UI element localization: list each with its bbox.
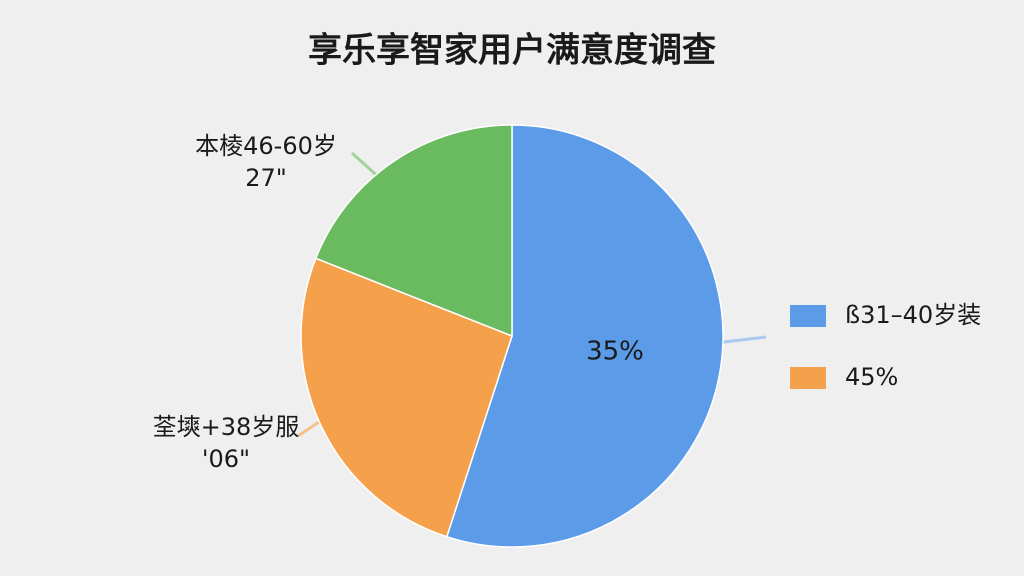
annotation: 本棱46-60岁 (195, 132, 337, 160)
annotation: 27" (245, 164, 287, 192)
annotation: '06" (202, 445, 250, 473)
legend-label: 45% (845, 363, 898, 391)
pie-slice (314, 124, 513, 338)
chart-title: 享乐享智家用户满意度调查 (308, 31, 716, 71)
pie-slice (300, 257, 513, 538)
legend-swatch (790, 367, 826, 389)
legend-swatch (790, 305, 826, 327)
pie-slice (445, 124, 724, 548)
annotation: 荃塽+38岁服 (153, 413, 300, 441)
annotation: 35% (586, 337, 644, 367)
legend-label: ß31–40岁装 (845, 301, 981, 329)
